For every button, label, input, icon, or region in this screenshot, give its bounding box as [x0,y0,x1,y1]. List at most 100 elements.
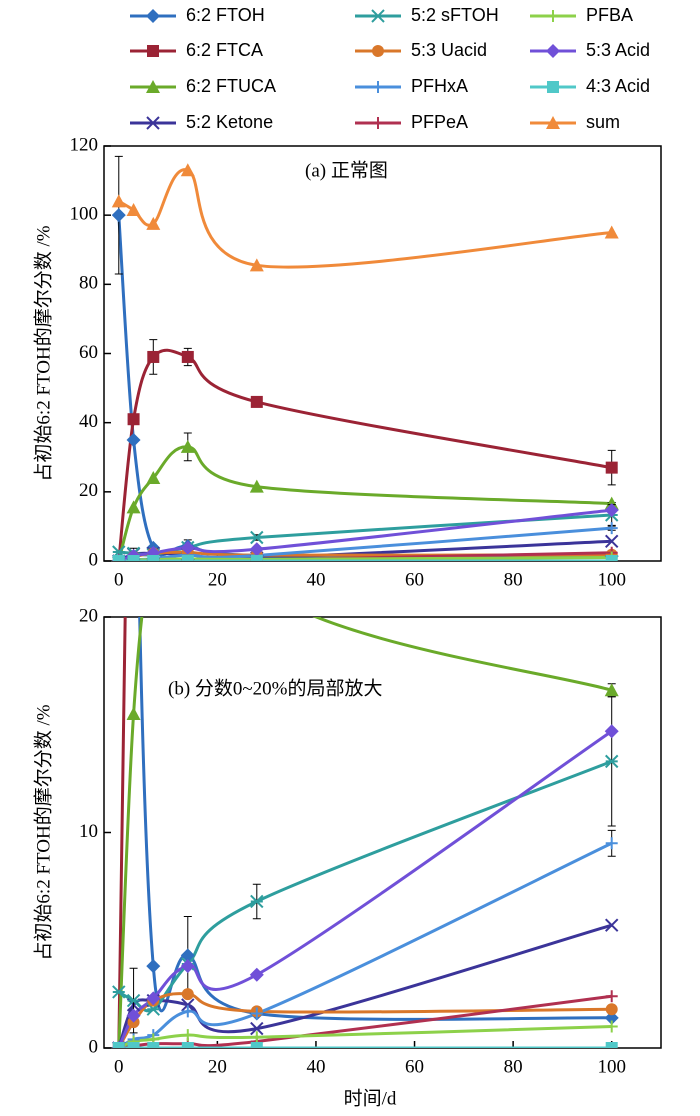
marker [126,993,141,1008]
marker [146,216,161,230]
legend-marker [546,44,560,58]
annotation: (a) 正常图 [305,159,388,181]
line [138,617,612,1021]
marker [249,479,264,493]
marker [180,163,195,177]
x-tick-label: 80 [504,569,523,590]
legend-item: 4:3 Acid [530,76,650,96]
error-bar [184,251,192,423]
legend-label: 5:3 Uacid [411,40,487,60]
y-tick-label: 0 [89,549,99,570]
legend-item: PFBA [530,5,633,25]
line [118,168,612,269]
marker [180,439,195,453]
y-tick-label: 10 [79,821,98,842]
legend-label: 5:3 Acid [586,40,650,60]
legend-item: 6:2 FTUCA [130,76,276,96]
x-tick-label: 20 [208,569,227,590]
legend-marker [371,9,385,23]
legend-marker [146,9,160,23]
legend-marker [372,81,384,93]
marker [181,1029,194,1042]
legend-item: 5:2 sFTOH [355,5,499,25]
marker [127,413,140,426]
marker [126,432,141,447]
marker [605,918,619,932]
marker [250,1031,263,1044]
marker [249,967,264,982]
marker [146,959,161,974]
y-tick-label: 20 [79,605,98,626]
marker [605,754,619,769]
marker [250,1021,264,1036]
legend-item: 5:3 Uacid [355,40,487,60]
marker [147,350,160,363]
marker [127,287,141,301]
y-axis-label: 占初始6:2 FTOH的摩尔分数 /% [32,704,54,960]
marker [604,683,619,697]
legend-marker [146,116,160,130]
legend-label: 6:2 FTCA [186,40,263,60]
legend-item: 6:2 FTCA [130,40,263,60]
legend-marker [146,80,160,93]
marker [605,534,619,548]
marker [111,194,126,208]
annotation: (b) 分数0~20%的局部放大 [168,677,383,699]
legend-item: sum [530,112,620,132]
legend-item: 5:2 Ketone [130,112,273,132]
marker [181,998,195,1012]
marker [181,988,194,1001]
marker [605,837,618,850]
line [117,215,612,558]
legend-label: 4:3 Acid [586,76,650,96]
line [117,992,612,1048]
marker [180,948,195,963]
marker [250,1007,263,1020]
legend-item: 6:2 FTOH [130,5,265,25]
marker [126,706,141,720]
marker [181,1042,194,1048]
marker [146,991,161,1006]
legend-label: PFHxA [411,76,468,96]
marker [605,461,618,474]
marker [111,208,126,223]
legend-label: 5:2 sFTOH [411,5,499,25]
marker [604,503,619,518]
x-tick-label: 100 [597,569,626,590]
marker [604,225,619,239]
line [118,994,612,1048]
y-tick-label: 60 [79,342,98,363]
marker [250,530,264,545]
plot-area [111,155,619,561]
marker [147,1042,160,1048]
x-tick-label: 100 [597,1056,626,1077]
marker [249,542,264,557]
marker [250,555,263,561]
marker [180,540,195,555]
x-tick-label: 60 [405,1056,424,1077]
marker [605,1020,618,1033]
line [117,617,613,1048]
x-axis-label: 时间/d [344,1087,397,1109]
marker [250,395,263,408]
x-tick-label: 0 [114,1056,124,1077]
marker [604,1010,619,1025]
marker [605,522,618,535]
legend-marker [372,45,384,57]
marker [112,1042,125,1048]
y-tick-label: 120 [70,134,99,155]
marker [605,990,618,1003]
marker [126,500,141,514]
legend-label: sum [586,112,620,132]
marker [249,258,264,272]
marker [127,555,140,561]
y-axis-label: 占初始6:2 FTOH的摩尔分数 /% [32,225,54,481]
legend-marker [372,117,384,129]
x-tick-label: 80 [504,1056,523,1077]
legend-item: PFPeA [355,112,468,132]
x-tick-label: 60 [405,569,424,590]
x-tick-label: 40 [306,569,325,590]
marker [604,724,619,739]
legend-marker [547,10,559,22]
